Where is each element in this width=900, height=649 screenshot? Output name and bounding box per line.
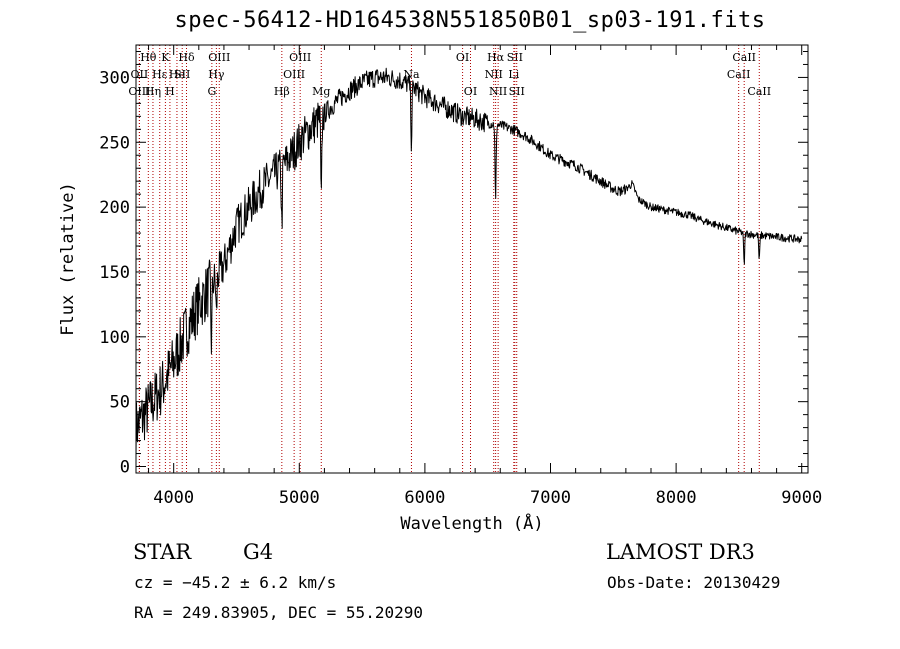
line-marker-label: CaII (732, 51, 756, 64)
x-tick-label: 6000 (404, 488, 445, 508)
line-marker-label: OIII (289, 51, 311, 64)
line-marker-label: H (165, 85, 175, 98)
x-tick-label: 8000 (656, 488, 697, 508)
y-axis-label: Flux (relative) (58, 182, 78, 336)
line-marker-label: G (207, 85, 216, 98)
line-marker-label: Hβ (274, 85, 290, 98)
axes: 4000 5000 6000 7000 8000 9000 0 50 100 150 200 250 3… (58, 45, 822, 534)
line-marker-label: Hδ (178, 51, 195, 64)
line-marker-label: He (169, 68, 185, 81)
y-tick-label: 100 (99, 328, 130, 348)
x-tick-label: 5000 (279, 488, 320, 508)
line-marker-label: Hθ (140, 51, 157, 64)
y-tick-label: 250 (99, 133, 130, 153)
y-tick-label: 150 (99, 263, 130, 283)
line-marker-label: OI (464, 85, 477, 98)
line-marker-label: Hε (152, 68, 168, 81)
chart-title: spec-56412-HD164538N551850B01_sp03-191.f… (174, 8, 766, 33)
line-marker-label: Hγ (208, 68, 225, 81)
line-marker-label: NII (485, 68, 503, 81)
line-marker-label: OIII (208, 51, 230, 64)
obs-date: Obs-Date: 20130429 (607, 573, 781, 592)
line-marker-label: Mg (312, 85, 330, 98)
line-marker-label: NII (489, 85, 507, 98)
line-marker-label: SII (509, 85, 525, 98)
line-marker-label: CaII (727, 68, 751, 81)
y-tick-label: 50 (110, 393, 130, 413)
y-tick-label: 0 (120, 458, 130, 478)
object-class: STAR (133, 540, 192, 564)
line-marker-label: OIII (283, 68, 305, 81)
line-marker-label: Na (403, 68, 420, 81)
line-marker-label: K (161, 51, 170, 64)
redshift-value: cz = −45.2 ± 6.2 km/s (134, 573, 337, 592)
x-tick-label: 4000 (153, 488, 194, 508)
x-axis-label: Wavelength (Å) (400, 512, 543, 534)
line-marker-label: OI (456, 51, 469, 64)
line-marker-label: CaII (747, 85, 771, 98)
survey-name: LAMOST DR3 (606, 540, 755, 564)
line-marker-label: Hη (145, 85, 161, 98)
object-subclass: G4 (243, 540, 274, 564)
y-tick-label: 200 (99, 198, 130, 218)
y-tick-label: 300 (99, 68, 130, 88)
x-tick-label: 9000 (781, 488, 822, 508)
line-marker-label: Hα (487, 51, 505, 64)
coordinates: RA = 249.83905, DEC = 55.20290 (134, 603, 423, 622)
emission-line-markers: HθOIIOIIIHεHηKHHeSIIHδGHγOIIIHβOIIIOIIIM… (128, 45, 771, 473)
line-marker-label: SII (174, 68, 190, 81)
line-marker-label: Li (508, 68, 519, 81)
x-tick-label: 7000 (530, 488, 571, 508)
spectrum-line (135, 67, 803, 457)
line-marker-label: SII (507, 51, 523, 64)
line-marker-label: OIII (128, 85, 150, 98)
